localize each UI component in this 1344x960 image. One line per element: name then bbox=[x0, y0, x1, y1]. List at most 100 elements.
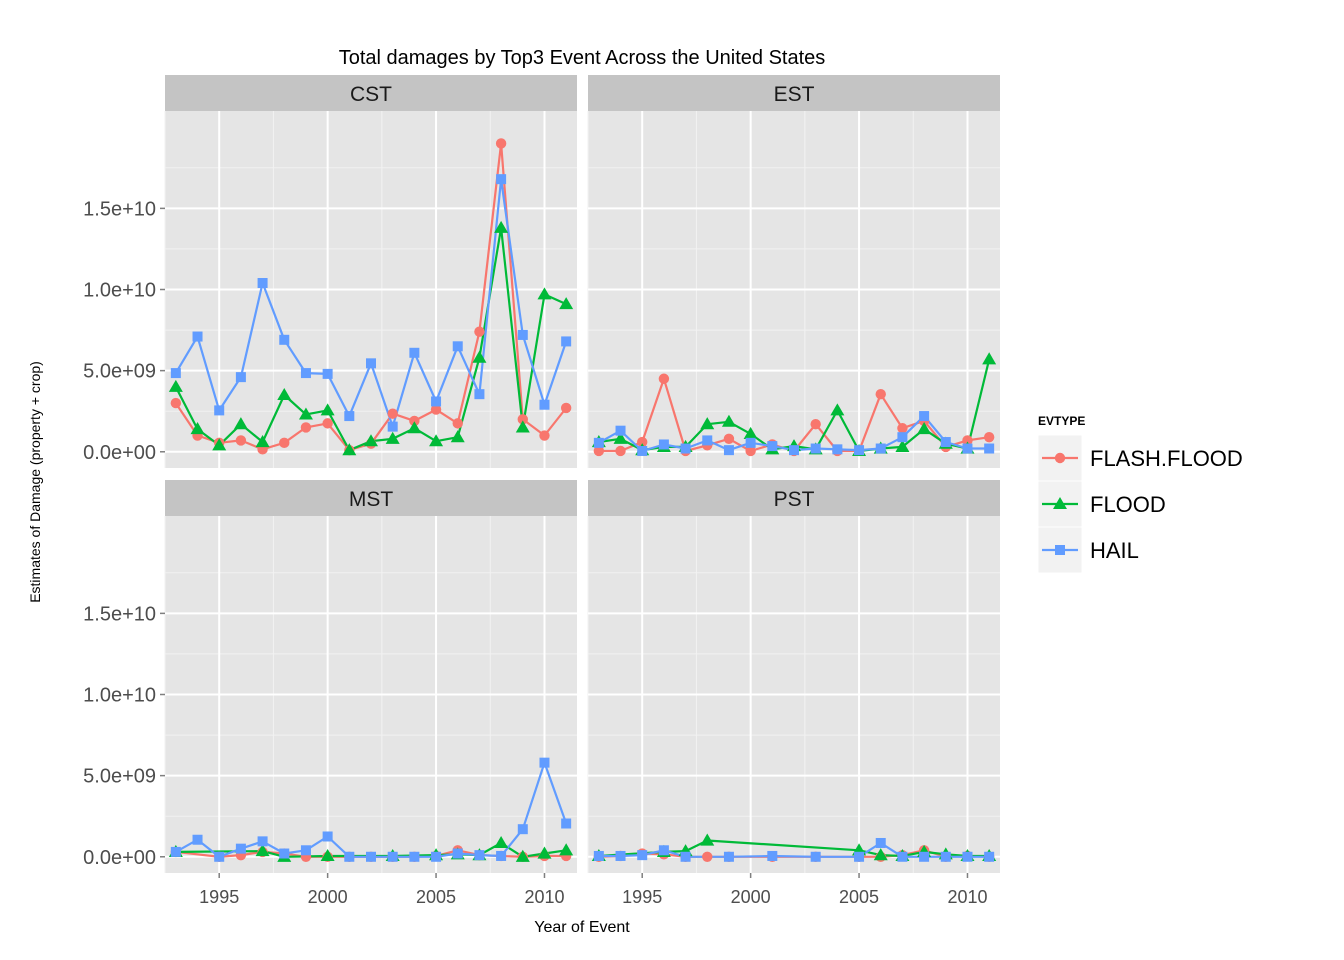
data-point-flash-flood bbox=[897, 423, 908, 434]
data-point-flash-flood bbox=[322, 418, 333, 429]
data-point-flash-flood bbox=[702, 851, 713, 862]
data-point-hail bbox=[257, 836, 268, 847]
data-point-hail bbox=[279, 334, 290, 345]
panel-strip-mst bbox=[165, 480, 577, 516]
data-point-hail bbox=[854, 445, 865, 456]
legend: EVTYPE FLASH.FLOOD FLOOD HAIL bbox=[1037, 414, 1243, 574]
data-point-hail bbox=[192, 834, 203, 845]
panel-strip-label-mst: MST bbox=[349, 488, 394, 511]
data-point-hail bbox=[170, 368, 181, 379]
data-point-flash-flood bbox=[409, 415, 420, 427]
legend-key-marker-flash-flood bbox=[1054, 452, 1066, 464]
y-tick-label: 5.0e+09 bbox=[83, 361, 156, 383]
data-point-hail bbox=[593, 850, 604, 861]
y-tick-label: 5.0e+09 bbox=[83, 766, 156, 788]
data-point-hail bbox=[637, 445, 648, 456]
legend-key-marker-hail bbox=[1055, 545, 1065, 555]
x-axis-label: Year of Event bbox=[534, 919, 630, 936]
panel-mst: MST 0.0e+00 5.0e+09 1.0e+10 1.5e+10 1995 2000 2… bbox=[83, 480, 577, 907]
data-point-hail bbox=[810, 443, 821, 454]
data-point-flash-flood bbox=[430, 404, 442, 415]
data-point-flood bbox=[873, 848, 888, 861]
data-point-hail bbox=[854, 851, 865, 862]
data-point-hail bbox=[322, 831, 333, 842]
data-point-hail bbox=[897, 432, 908, 443]
y-tick-label: 0.0e+00 bbox=[83, 442, 156, 464]
data-point-hail bbox=[539, 757, 550, 768]
y-axis-label: Estimates of Damage (property + crop) bbox=[27, 361, 43, 603]
data-point-hail bbox=[431, 851, 442, 862]
data-point-hail bbox=[637, 850, 648, 861]
data-point-hail bbox=[322, 368, 333, 379]
data-point-hail bbox=[810, 851, 821, 862]
data-point-flood bbox=[407, 421, 422, 434]
data-point-flood bbox=[342, 443, 357, 456]
data-point-flood bbox=[168, 379, 183, 392]
data-point-flood bbox=[515, 849, 530, 862]
data-point-flash-flood bbox=[615, 445, 626, 457]
data-point-hail bbox=[561, 818, 572, 829]
data-point-hail bbox=[767, 850, 778, 861]
data-point-flash-flood bbox=[962, 435, 973, 446]
data-point-flash-flood bbox=[593, 445, 605, 457]
data-point-hail bbox=[897, 851, 908, 862]
data-point-hail bbox=[235, 843, 246, 854]
data-point-flash-flood bbox=[723, 433, 735, 444]
data-point-flood bbox=[212, 438, 227, 451]
data-point-flash-flood bbox=[300, 422, 312, 433]
data-point-flash-flood bbox=[539, 430, 550, 441]
data-point-hail bbox=[723, 445, 734, 456]
data-point-flood bbox=[537, 287, 552, 300]
data-point-hail bbox=[658, 439, 669, 450]
data-point-flood bbox=[429, 434, 444, 447]
data-point-flash-flood bbox=[875, 388, 886, 400]
data-point-flash-flood bbox=[658, 373, 670, 384]
data-point-hail bbox=[875, 837, 886, 848]
x-tick-label: 1995 bbox=[622, 887, 662, 907]
data-point-hail bbox=[344, 851, 355, 862]
data-point-hail bbox=[919, 851, 930, 862]
panel-cst: CST 0.0e+00 5.0e+09 1.0e+10 1.5e+10 bbox=[83, 75, 577, 468]
data-point-hail bbox=[257, 278, 268, 289]
legend-title: EVTYPE bbox=[1038, 414, 1085, 428]
data-point-hail bbox=[431, 396, 442, 407]
legend-label: FLOOD bbox=[1090, 492, 1166, 517]
data-point-hail bbox=[170, 846, 181, 857]
data-point-flood bbox=[559, 297, 574, 310]
data-point-hail bbox=[387, 421, 398, 432]
data-point-flood bbox=[233, 417, 248, 430]
data-point-flood bbox=[559, 843, 574, 856]
data-point-flood bbox=[450, 430, 465, 443]
data-point-flash-flood bbox=[495, 138, 507, 149]
data-point-flood bbox=[743, 426, 758, 439]
data-point-flood bbox=[700, 417, 715, 430]
y-tick-label: 1.0e+10 bbox=[83, 685, 156, 707]
panel-strip-label-est: EST bbox=[774, 83, 815, 106]
data-point-flood bbox=[982, 352, 997, 365]
data-point-flood bbox=[385, 431, 400, 444]
data-point-hail bbox=[409, 851, 420, 862]
data-point-flash-flood bbox=[637, 436, 648, 448]
data-point-flood bbox=[494, 220, 509, 233]
data-point-hail bbox=[517, 329, 528, 340]
data-point-flash-flood bbox=[810, 418, 821, 430]
legend-key-marker-flood bbox=[1053, 497, 1067, 510]
x-tick-label: 2010 bbox=[947, 887, 987, 907]
data-point-hail bbox=[745, 437, 756, 448]
data-point-hail bbox=[680, 851, 691, 862]
legend-label: HAIL bbox=[1090, 538, 1139, 563]
data-point-flood bbox=[364, 434, 378, 447]
data-point-hail bbox=[539, 399, 550, 410]
panel-strip-cst bbox=[165, 75, 577, 111]
x-tick-label: 1995 bbox=[199, 887, 239, 907]
data-point-hail bbox=[496, 850, 507, 861]
data-point-flood bbox=[537, 846, 552, 859]
data-point-hail bbox=[767, 441, 778, 452]
panel-strip-label-pst: PST bbox=[774, 488, 815, 511]
panel-est: EST bbox=[587, 75, 1000, 468]
data-point-hail bbox=[680, 443, 691, 454]
data-point-hail bbox=[300, 368, 311, 379]
data-point-hail bbox=[366, 851, 376, 862]
data-point-hail bbox=[279, 848, 290, 859]
data-point-hail bbox=[452, 848, 463, 859]
